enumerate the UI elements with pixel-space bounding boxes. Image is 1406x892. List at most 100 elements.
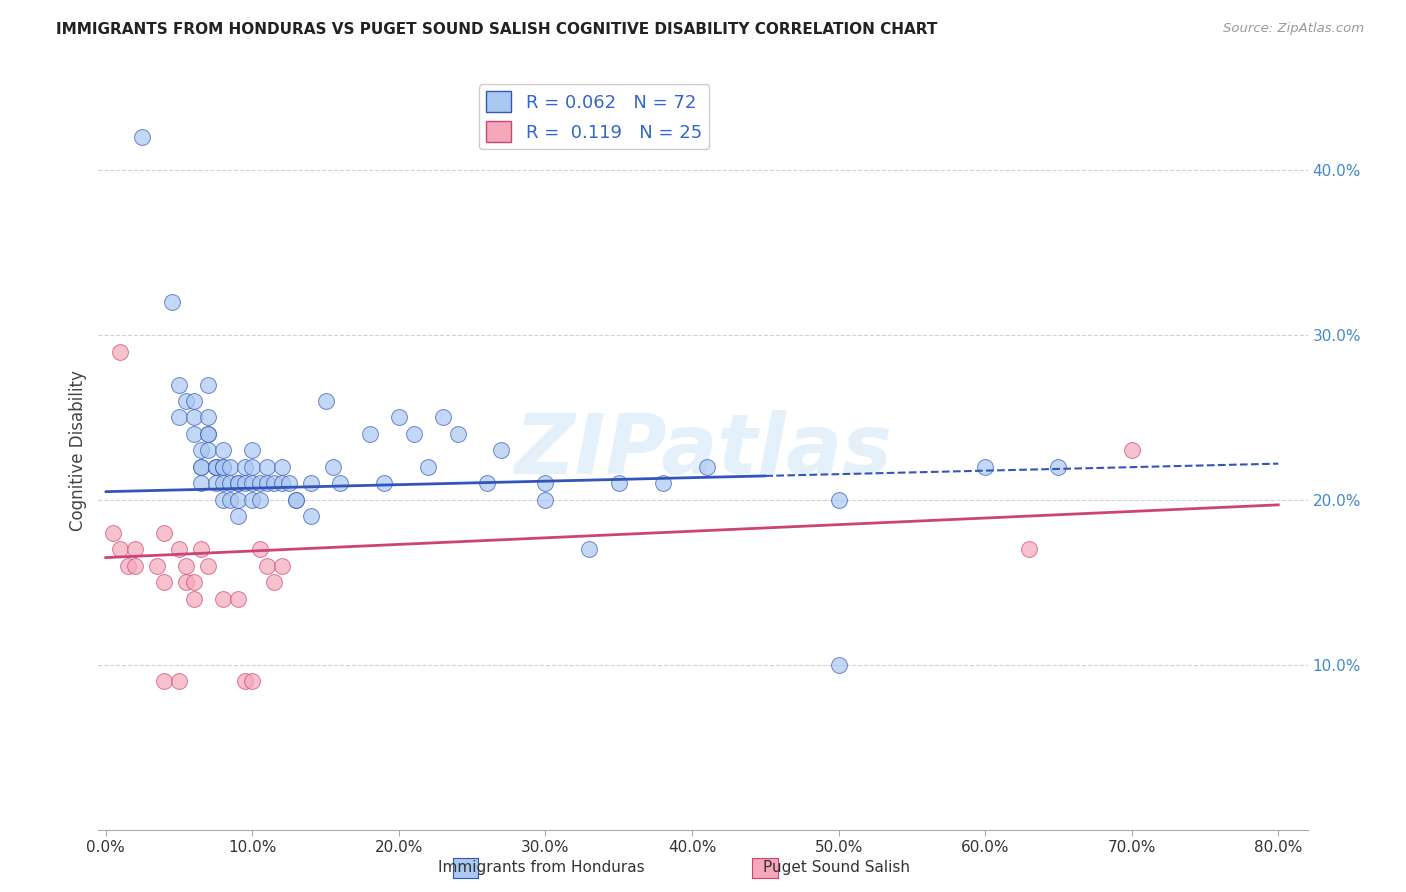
- Point: [256, 476, 278, 491]
- Point: [190, 476, 212, 491]
- Point: [402, 427, 425, 442]
- Point: [197, 427, 219, 442]
- Point: [240, 459, 263, 474]
- Point: [167, 377, 190, 392]
- Point: [124, 558, 146, 573]
- Point: [167, 410, 190, 425]
- Point: [696, 459, 718, 474]
- Point: [827, 657, 849, 672]
- Point: [190, 459, 212, 474]
- Point: [359, 427, 381, 442]
- Point: [219, 492, 242, 507]
- Point: [491, 443, 513, 458]
- Point: [315, 394, 337, 409]
- Point: [240, 443, 263, 458]
- Point: [651, 476, 673, 491]
- Point: [240, 674, 263, 689]
- Point: [176, 394, 198, 409]
- Point: [183, 410, 205, 425]
- Text: Puget Sound Salish: Puget Sound Salish: [763, 860, 910, 874]
- Text: ZIPatlas: ZIPatlas: [515, 410, 891, 491]
- Point: [160, 295, 183, 310]
- Point: [204, 459, 226, 474]
- Point: [249, 542, 271, 557]
- Text: Source: ZipAtlas.com: Source: ZipAtlas.com: [1223, 22, 1364, 36]
- Point: [322, 459, 344, 474]
- Point: [153, 575, 176, 590]
- Point: [204, 476, 226, 491]
- Point: [418, 459, 440, 474]
- Point: [219, 476, 242, 491]
- Point: [212, 459, 235, 474]
- Point: [212, 443, 235, 458]
- Point: [1018, 542, 1040, 557]
- Point: [110, 542, 132, 557]
- Point: [153, 674, 176, 689]
- Point: [475, 476, 498, 491]
- Point: [131, 130, 153, 145]
- Point: [176, 575, 198, 590]
- Point: [373, 476, 395, 491]
- Point: [190, 443, 212, 458]
- Text: Immigrants from Honduras: Immigrants from Honduras: [439, 860, 644, 874]
- Point: [204, 459, 226, 474]
- Point: [1047, 459, 1070, 474]
- Point: [110, 344, 132, 359]
- Point: [197, 558, 219, 573]
- Point: [270, 476, 292, 491]
- Point: [226, 509, 249, 524]
- Point: [1121, 443, 1143, 458]
- Point: [249, 492, 271, 507]
- Point: [278, 476, 301, 491]
- Legend: R = 0.062   N = 72, R =  0.119   N = 25: R = 0.062 N = 72, R = 0.119 N = 25: [479, 84, 710, 149]
- Point: [299, 476, 322, 491]
- Point: [212, 476, 235, 491]
- Point: [226, 476, 249, 491]
- Point: [212, 492, 235, 507]
- Point: [153, 525, 176, 540]
- Point: [167, 674, 190, 689]
- Y-axis label: Cognitive Disability: Cognitive Disability: [69, 370, 87, 531]
- Point: [233, 674, 256, 689]
- Point: [117, 558, 139, 573]
- Point: [233, 459, 256, 474]
- Point: [270, 558, 292, 573]
- Point: [299, 509, 322, 524]
- Point: [827, 492, 849, 507]
- Point: [204, 459, 226, 474]
- Point: [219, 459, 242, 474]
- Point: [432, 410, 454, 425]
- Point: [197, 410, 219, 425]
- Point: [249, 476, 271, 491]
- Point: [263, 575, 285, 590]
- Point: [197, 427, 219, 442]
- Point: [197, 377, 219, 392]
- Point: [233, 476, 256, 491]
- Point: [607, 476, 630, 491]
- Point: [101, 525, 124, 540]
- Point: [534, 476, 557, 491]
- Point: [285, 492, 308, 507]
- Point: [212, 591, 235, 606]
- Point: [256, 558, 278, 573]
- Point: [183, 575, 205, 590]
- Point: [534, 492, 557, 507]
- Point: [190, 542, 212, 557]
- Point: [285, 492, 308, 507]
- Point: [167, 542, 190, 557]
- Text: IMMIGRANTS FROM HONDURAS VS PUGET SOUND SALISH COGNITIVE DISABILITY CORRELATION : IMMIGRANTS FROM HONDURAS VS PUGET SOUND …: [56, 22, 938, 37]
- Point: [578, 542, 600, 557]
- Point: [240, 492, 263, 507]
- Point: [256, 459, 278, 474]
- Point: [176, 558, 198, 573]
- Point: [183, 394, 205, 409]
- Point: [329, 476, 352, 491]
- Point: [226, 492, 249, 507]
- Point: [190, 459, 212, 474]
- Point: [263, 476, 285, 491]
- Point: [197, 443, 219, 458]
- Point: [388, 410, 411, 425]
- Point: [226, 476, 249, 491]
- Point: [446, 427, 468, 442]
- Point: [183, 427, 205, 442]
